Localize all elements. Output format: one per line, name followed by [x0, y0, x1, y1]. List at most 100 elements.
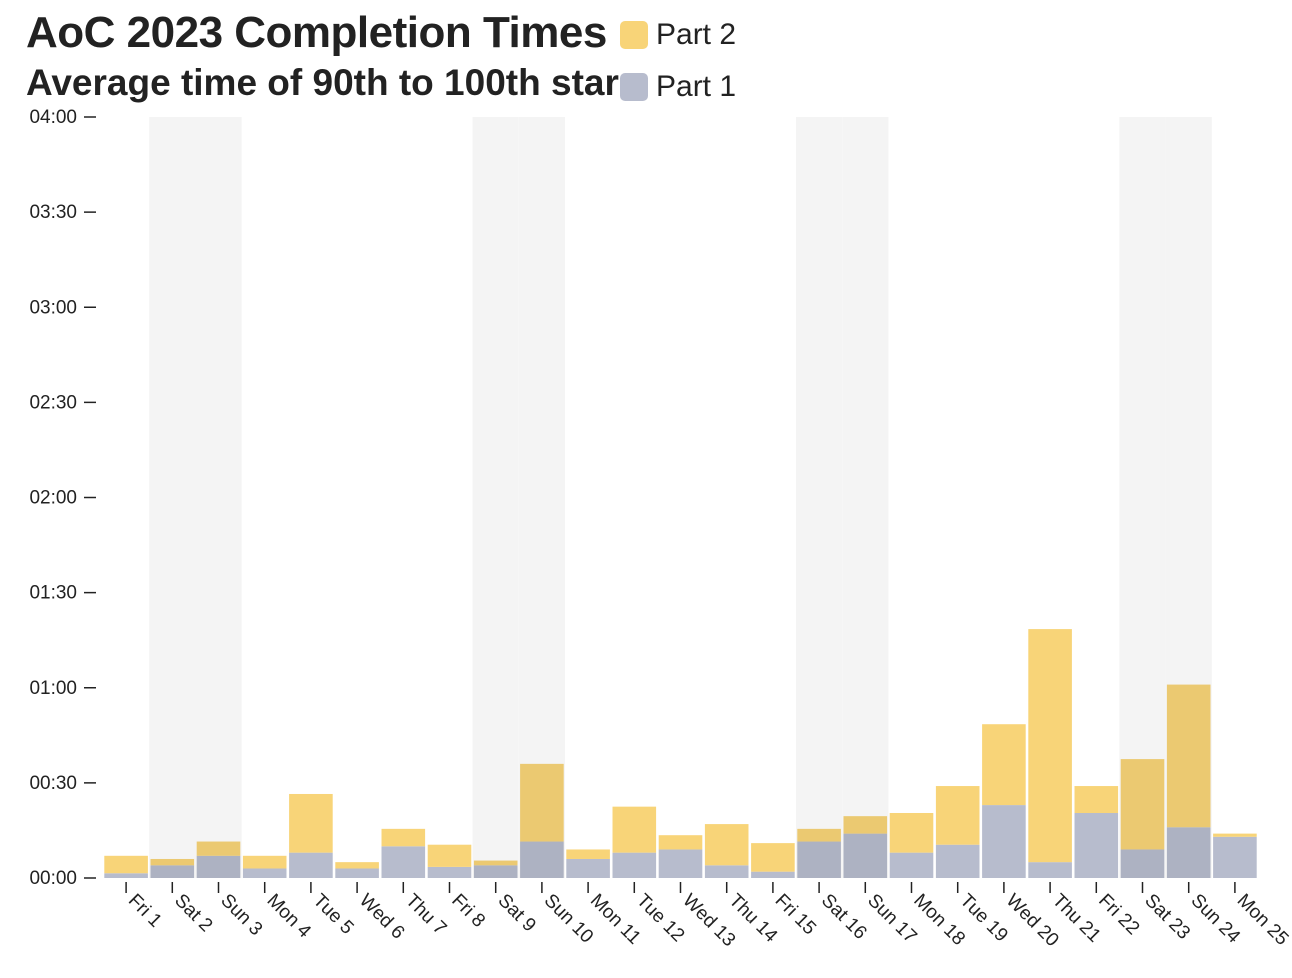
bar-part1: [843, 833, 888, 878]
y-tick-label: 00:00: [29, 868, 77, 889]
bar-part1: [520, 841, 564, 878]
bar-weekend-overlay: [1120, 759, 1165, 878]
x-tick-label: Fri 8: [447, 890, 489, 932]
bar-part1: [196, 855, 241, 878]
bar-part1: [1213, 836, 1257, 878]
bar-part2: [1166, 684, 1211, 828]
y-axis: 00:00 00:30 01:00 01:30 02:00 02:30 03:00 03:30…: [29, 107, 96, 889]
x-tick-label: Tue 5: [309, 890, 358, 939]
legend-swatch-part2: [620, 21, 648, 49]
bar-part1: [889, 852, 934, 878]
bar-part1: [982, 805, 1026, 878]
bar-weekend-overlay: [1166, 684, 1211, 878]
bar-part2: [520, 763, 564, 842]
y-tick-label: 01:00: [29, 678, 77, 699]
bar-part1: [242, 868, 287, 878]
bar-part2: [242, 855, 287, 869]
bar-part2: [427, 844, 472, 867]
bar-part2: [1120, 759, 1165, 850]
x-tick-label: Mon 4: [263, 890, 315, 942]
x-tick-label: Sat 23: [1140, 890, 1194, 944]
x-tick-label: Sun 24: [1187, 890, 1245, 948]
weekend-band: [149, 117, 196, 878]
legend-swatch-part1: [620, 73, 648, 101]
x-tick-label: Mon 11: [586, 890, 645, 949]
bar-part1: [335, 868, 379, 878]
bar-weekend-overlay: [520, 763, 564, 878]
bar-part2: [612, 806, 657, 853]
bar-part1: [704, 865, 749, 878]
bar-part2: [843, 816, 888, 834]
bar-part1: [427, 866, 472, 878]
bar-part2: [658, 835, 703, 850]
x-tick-label: Sun 17: [863, 890, 920, 947]
weekend-band: [518, 117, 565, 878]
bar-part1: [751, 871, 795, 878]
legend-label-part1: Part 1: [656, 70, 737, 103]
bar-part2: [381, 828, 426, 847]
x-tick-label: Sun 10: [540, 890, 597, 947]
bar-weekend-overlay: [473, 860, 518, 878]
y-tick-label: 03:30: [29, 202, 77, 223]
bar-part2: [704, 824, 749, 866]
weekend-band: [472, 117, 519, 878]
bar-part1: [1074, 812, 1119, 878]
bar-part2: [982, 724, 1026, 806]
x-tick-label: Fri 1: [124, 890, 166, 932]
bar-weekend-overlay: [843, 816, 888, 878]
x-tick-label: Sat 16: [817, 890, 871, 944]
y-tick-label: 01:30: [29, 583, 77, 604]
bar-part1: [289, 852, 333, 878]
y-tick-label: 02:30: [29, 392, 77, 413]
bar-part2: [935, 786, 980, 845]
bar-part1: [1166, 827, 1211, 878]
bar-part2: [889, 812, 934, 853]
y-tick-label: 04:00: [29, 107, 77, 128]
legend-label-part2: Part 2: [656, 18, 737, 51]
bar-part1: [104, 873, 148, 878]
bar-part2: [1028, 629, 1072, 863]
bar-part1: [381, 846, 426, 878]
legend-item-part1: Part 1: [620, 70, 736, 104]
bar-part1: [658, 849, 703, 878]
bar-part2: [1213, 833, 1257, 837]
bar-part1: [473, 865, 518, 878]
chart-subtitle: Average time of 90th to 100th star: [26, 62, 619, 103]
weekend-band: [842, 117, 889, 878]
bar-part2: [473, 860, 518, 866]
y-tick-label: 03:00: [29, 297, 77, 318]
bar-part1: [150, 865, 195, 878]
bar-weekend-overlay: [196, 841, 241, 878]
legend-item-part2: Part 2: [620, 18, 736, 52]
x-tick-label: Sat 9: [494, 890, 540, 936]
bar-weekend-overlay: [150, 858, 195, 878]
bar-part1: [935, 844, 980, 878]
bar-part2: [104, 855, 148, 874]
bar-part2: [289, 793, 333, 853]
y-tick-label: 00:30: [29, 773, 77, 794]
y-tick-label: 02:00: [29, 488, 77, 509]
chart-title: AoC 2023 Completion Times: [26, 8, 607, 57]
bar-part1: [612, 852, 657, 878]
bar-part1: [1120, 849, 1165, 878]
weekend-band: [1119, 117, 1166, 878]
bar-part1: [1028, 862, 1072, 878]
weekend-band: [195, 117, 242, 878]
bar-part1: [797, 841, 841, 878]
bar-part1: [566, 858, 610, 878]
x-tick-label: Sat 2: [170, 890, 216, 936]
bar-weekend-overlay: [797, 828, 841, 878]
x-tick-label: Sun 3: [216, 890, 266, 940]
bar-part2: [1074, 786, 1119, 813]
bar-part2: [150, 858, 195, 866]
bars: [104, 629, 1257, 878]
x-tick-label: Mon 25: [1233, 890, 1292, 950]
bar-part2: [797, 828, 841, 842]
x-tick-label: Wed 6: [355, 890, 408, 943]
bar-part2: [751, 843, 795, 872]
bar-part2: [335, 862, 379, 869]
bar-part2: [566, 849, 610, 859]
x-tick-label: Thu 7: [401, 890, 450, 939]
